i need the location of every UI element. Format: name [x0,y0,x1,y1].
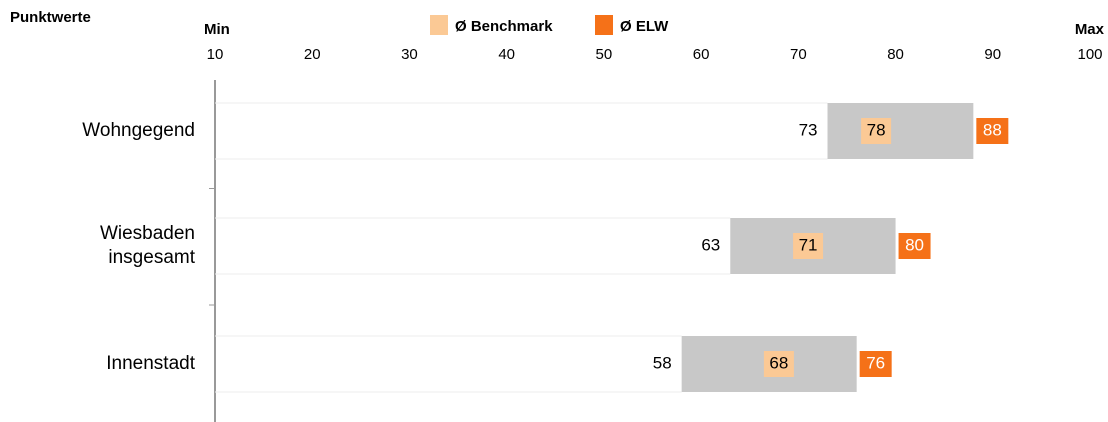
axis-max-label: Max [1075,21,1105,38]
min-label: 73 [799,120,818,139]
legend-label: Ø Benchmark [455,18,553,35]
min-label: 58 [653,353,672,372]
category-label: Innenstadt [106,353,195,374]
elw-label: 76 [866,353,885,372]
x-tick-label: 90 [984,46,1001,63]
legend-label: Ø ELW [620,18,669,35]
category-label: Wohngegend [82,120,195,141]
legend-swatch [595,15,613,35]
elw-marker [898,233,931,259]
range-bar [827,103,974,159]
legend-swatch [430,15,448,35]
x-tick-label: 100 [1077,46,1102,63]
x-tick-label: 80 [887,46,904,63]
x-tick-label: 70 [790,46,807,63]
benchmark-label: 78 [867,120,886,139]
x-tick-label: 40 [498,46,515,63]
chart-title: Punktwerte [10,9,91,26]
x-tick-label: 60 [693,46,710,63]
min-label: 63 [701,235,720,254]
elw-label: 88 [983,120,1002,139]
elw-label: 80 [905,235,924,254]
x-tick-label: 30 [401,46,418,63]
category-label: Wiesbaden insgesamt [99,223,195,268]
elw-marker [976,118,1009,144]
benchmark-label: 68 [769,353,788,372]
x-tick-label: 10 [207,46,224,63]
axis-min-label: Min [204,21,230,38]
x-tick-label: 20 [304,46,321,63]
x-tick-label: 50 [596,46,613,63]
benchmark-label: 71 [799,235,818,254]
elw-marker [859,351,892,377]
benchmark-marker [793,233,824,259]
benchmark-marker [763,351,794,377]
benchmark-marker [861,118,892,144]
